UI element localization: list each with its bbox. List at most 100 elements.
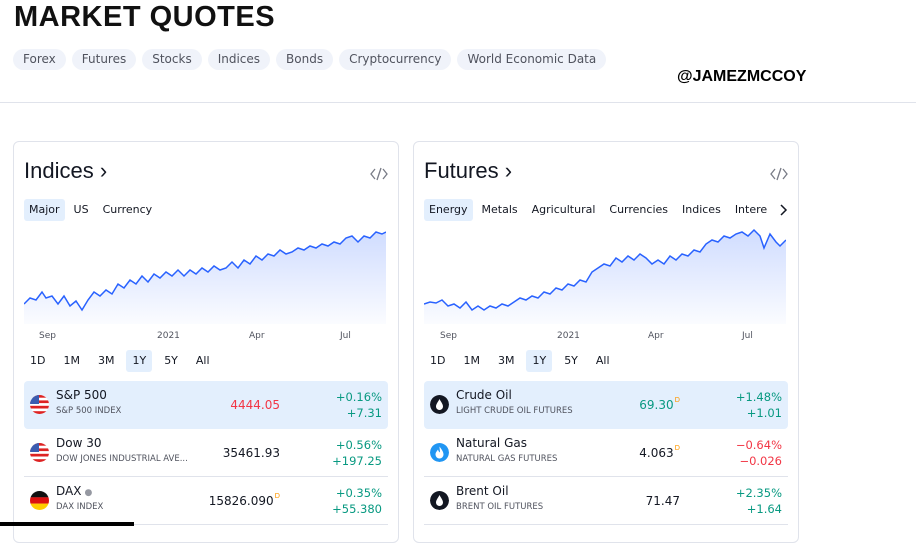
list-item-natural-gas[interactable]: Natural Gas NATURAL GAS FUTURES 4.063D −… [424, 429, 788, 477]
axis-label: Apr [648, 331, 664, 341]
axis-label: Sep [39, 331, 56, 341]
change-percent: +1.48% [735, 390, 782, 404]
last-price: 15826.090D [208, 492, 280, 508]
change-percent: +2.35% [735, 486, 782, 500]
us-flag-icon [30, 395, 49, 414]
change-value: +7.31 [346, 406, 382, 420]
indices-range-selector: 1D 1M 3M 1Y 5Y All [24, 350, 216, 372]
change-value: +197.25 [332, 454, 382, 468]
tab-stocks[interactable]: Stocks [142, 49, 202, 70]
subtab-metals[interactable]: Metals [481, 203, 518, 216]
last-price: 35461.93 [222, 446, 280, 460]
flame-icon [430, 443, 449, 462]
delayed-badge: D [674, 396, 680, 404]
indices-subtabs: Major US Currency [24, 199, 157, 221]
change-percent: +0.16% [335, 390, 382, 404]
futures-range-selector: 1D 1M 3M 1Y 5Y All [424, 350, 616, 372]
oil-drop-icon [430, 395, 449, 414]
delayed-badge: D [674, 444, 680, 452]
range-3m[interactable]: 3M [97, 354, 115, 367]
code-icon[interactable] [770, 167, 788, 181]
range-5y[interactable]: 5Y [164, 354, 178, 367]
indices-list: S&P 500 S&P 500 INDEX 4444.05 +0.16% +7.… [24, 381, 388, 525]
change-value: +1.01 [746, 406, 782, 420]
indices-widget: Indices › Major US Currency Sep 2021 Apr… [13, 141, 399, 543]
page-title: MARKET QUOTES [14, 1, 276, 33]
symbol-description: NATURAL GAS FUTURES [456, 454, 558, 464]
germany-flag-icon [30, 491, 49, 510]
last-price-value: 4.063 [639, 446, 674, 460]
futures-list: Crude Oil LIGHT CRUDE OIL FUTURES 69.30D… [424, 381, 788, 525]
market-category-tabs: Forex Futures Stocks Indices Bonds Crypt… [13, 49, 607, 70]
range-all[interactable]: All [595, 354, 610, 367]
range-3m[interactable]: 3M [497, 354, 515, 367]
scrollbar-edge [0, 522, 134, 526]
range-1m[interactable]: 1M [63, 354, 80, 367]
change-percent: +0.56% [335, 438, 382, 452]
list-item-brent-oil[interactable]: Brent Oil BRENT OIL FUTURES 71.47 +2.35%… [424, 477, 788, 525]
oil-drop-icon [430, 491, 449, 510]
subtab-major[interactable]: Major [24, 199, 65, 221]
axis-label: Jul [742, 331, 753, 341]
tab-indices[interactable]: Indices [207, 49, 271, 70]
change-value: −0.026 [739, 454, 782, 468]
tab-futures[interactable]: Futures [71, 49, 137, 70]
futures-sparkline-chart [424, 228, 786, 324]
subtab-currency[interactable]: Currency [102, 203, 153, 216]
symbol-description: DOW JONES INDUSTRIAL AVE... [56, 454, 188, 464]
range-1d[interactable]: 1D [430, 354, 446, 367]
range-5y[interactable]: 5Y [564, 354, 578, 367]
subtab-currencies[interactable]: Currencies [609, 203, 668, 216]
delayed-badge: D [274, 492, 280, 500]
us-flag-icon [30, 443, 49, 462]
range-1y[interactable]: 1Y [526, 350, 553, 372]
futures-title-link[interactable]: Futures › [424, 158, 513, 183]
axis-label: 2021 [157, 331, 180, 341]
last-price: 4444.05 [230, 398, 280, 412]
code-icon[interactable] [370, 167, 388, 181]
range-all[interactable]: All [195, 354, 210, 367]
range-1d[interactable]: 1D [30, 354, 46, 367]
axis-label: Jul [340, 331, 351, 341]
last-price-value: 69.30 [639, 398, 674, 412]
change-percent: +0.35% [335, 486, 382, 500]
list-item-sp500[interactable]: S&P 500 S&P 500 INDEX 4444.05 +0.16% +7.… [24, 381, 388, 429]
list-item-crude-oil[interactable]: Crude Oil LIGHT CRUDE OIL FUTURES 69.30D… [424, 381, 788, 429]
indices-title-link[interactable]: Indices › [24, 158, 108, 183]
symbol-name-text: DAX [56, 484, 82, 498]
header-divider [0, 102, 916, 103]
symbol-name: Natural Gas [456, 436, 527, 450]
chevron-right-icon[interactable] [776, 202, 790, 218]
symbol-name: DAX ● [56, 484, 92, 498]
tab-cryptocurrency[interactable]: Cryptocurrency [339, 49, 452, 70]
subtab-energy[interactable]: Energy [424, 199, 473, 221]
axis-label: 2021 [557, 331, 580, 341]
change-value: +1.64 [746, 502, 782, 516]
indices-sparkline-chart [24, 231, 386, 324]
list-item-dax[interactable]: DAX ● DAX INDEX 15826.090D +0.35% +55.380 [24, 477, 388, 525]
last-price: 69.30D [639, 396, 680, 412]
futures-subtabs: Energy Metals Agricultural Currencies In… [424, 199, 772, 221]
subtab-agricultural[interactable]: Agricultural [531, 203, 596, 216]
symbol-description: BRENT OIL FUTURES [456, 502, 544, 512]
symbol-name: S&P 500 [56, 388, 107, 402]
futures-widget: Futures › Energy Metals Agricultural Cur… [413, 141, 799, 543]
change-percent: −0.64% [735, 438, 782, 452]
last-price-value: 15826.090 [208, 494, 274, 508]
symbol-description: LIGHT CRUDE OIL FUTURES [456, 406, 573, 416]
subtab-indices[interactable]: Indices [682, 203, 721, 216]
axis-label: Apr [249, 331, 265, 341]
delayed-dot-icon: ● [84, 488, 93, 498]
tab-world-economic-data[interactable]: World Economic Data [457, 49, 607, 70]
subtab-us[interactable]: US [73, 203, 89, 216]
symbol-name: Dow 30 [56, 436, 102, 450]
list-item-dow30[interactable]: Dow 30 DOW JONES INDUSTRIAL AVE... 35461… [24, 429, 388, 477]
last-price: 4.063D [639, 444, 680, 460]
tab-bonds[interactable]: Bonds [276, 49, 334, 70]
range-1m[interactable]: 1M [463, 354, 480, 367]
last-price: 71.47 [645, 494, 680, 508]
indices-x-axis: Sep 2021 Apr Jul [24, 331, 386, 345]
range-1y[interactable]: 1Y [126, 350, 153, 372]
tab-forex[interactable]: Forex [13, 49, 66, 70]
subtab-interest[interactable]: Intere [734, 203, 768, 216]
